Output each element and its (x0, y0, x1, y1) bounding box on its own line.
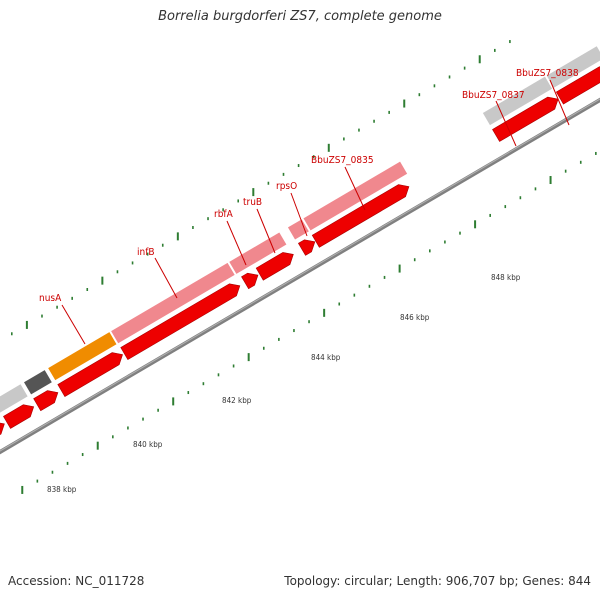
gene-label-rbfA[interactable]: rbfA (214, 209, 234, 220)
cds-arrow-10 (555, 66, 600, 105)
gene-label-infB[interactable]: infB (137, 247, 155, 258)
gene-label-rpsO[interactable]: rpsO (276, 181, 297, 192)
backbone-highlight (0, 98, 600, 452)
cds-arrow-0 (0, 422, 5, 435)
gene-bar-7 (303, 161, 408, 231)
callout-line-0 (61, 304, 86, 345)
outer-tick-ring (10, 40, 511, 336)
scale-labels: 838 kbp 840 kbp 842 kbp 844 kbp 846 kbp … (47, 273, 521, 494)
genome-summary: Topology: circular; Length: 906,707 bp; … (284, 574, 591, 588)
cds-arrow-8 (311, 184, 410, 248)
callout-line-5 (344, 166, 366, 211)
callout-line-1 (154, 257, 178, 299)
backbone-line (0, 97, 600, 455)
scale-label-844: 844 kbp (311, 353, 341, 362)
callout-line-3 (256, 208, 276, 254)
gene-labels: nusA infB rbfA truB rpsO BbuZS7_0835 Bbu… (39, 68, 579, 304)
cds-arrow-4 (120, 283, 241, 361)
gene-bar-1 (0, 384, 28, 413)
cds-arrow-1 (3, 404, 35, 429)
cds-arrow-6 (255, 252, 294, 281)
accession-label: Accession: NC_011728 (8, 574, 145, 588)
gene-bar-9 (546, 46, 600, 88)
callout-line-2 (226, 220, 247, 266)
callout-line-7 (549, 79, 570, 126)
gene-bar-3 (48, 332, 117, 381)
scale-label-838: 838 kbp (47, 485, 77, 494)
cds-arrow-7 (298, 239, 316, 256)
cds-track (0, 66, 600, 435)
scale-label-846: 846 kbp (400, 313, 430, 322)
genome-backbone (0, 97, 600, 455)
map-title: Borrelia burgdorferi ZS7, complete genom… (158, 9, 442, 24)
gene-label-BbuZS7_0837[interactable]: BbuZS7_0837 (462, 90, 525, 101)
gene-bar-4 (111, 262, 235, 344)
gene-label-truB[interactable]: truB (243, 197, 262, 208)
cds-arrow-2 (33, 390, 59, 412)
gene-track (0, 46, 600, 413)
gene-bar-6 (287, 219, 309, 240)
gene-label-BbuZS7_0838[interactable]: BbuZS7_0838 (516, 68, 579, 79)
callout-line-4 (290, 192, 308, 237)
gene-bar-8 (482, 76, 553, 126)
gene-label-callouts (61, 79, 570, 345)
cds-arrow-5 (241, 272, 259, 290)
gene-label-nusA[interactable]: nusA (39, 293, 62, 304)
gene-label-BbuZS7_0835[interactable]: BbuZS7_0835 (311, 155, 374, 166)
scale-label-842: 842 kbp (222, 396, 252, 405)
scale-label-848: 848 kbp (491, 273, 521, 282)
callout-line-6 (495, 100, 517, 147)
scale-label-840: 840 kbp (133, 440, 163, 449)
gene-bar-5 (229, 232, 287, 274)
cds-arrow-3 (57, 352, 123, 397)
gene-bar-2 (24, 370, 52, 395)
inner-tick-ring (21, 151, 597, 494)
